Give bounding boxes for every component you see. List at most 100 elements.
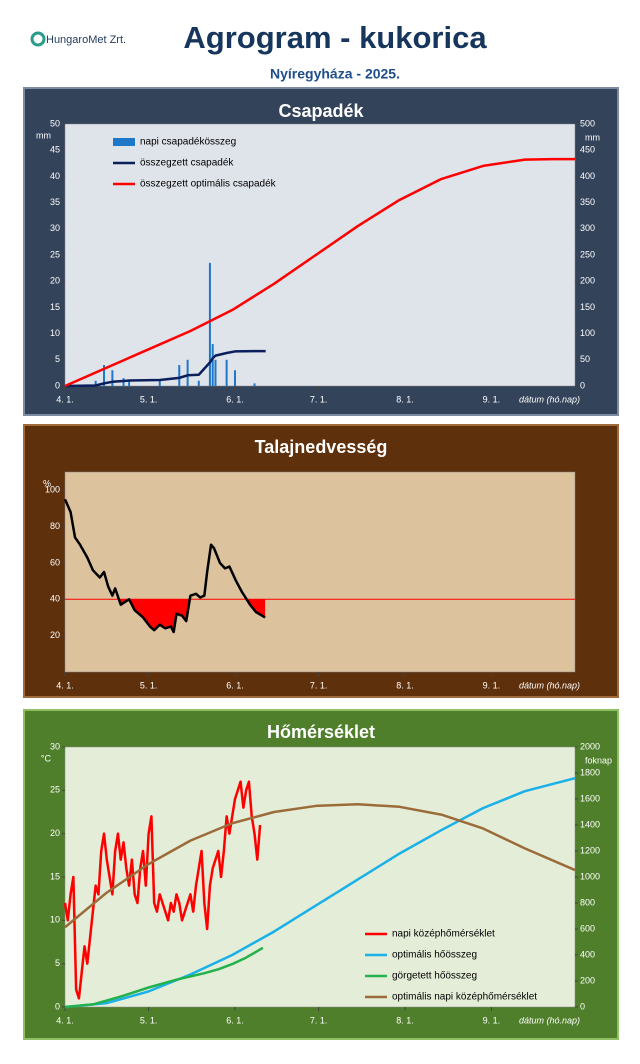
y-unit: mm bbox=[36, 130, 51, 140]
y-tick-label: 15 bbox=[50, 302, 60, 312]
y2-tick-label: 250 bbox=[580, 249, 595, 259]
x-tick-label: 4. 1. bbox=[56, 680, 74, 690]
x-tick-label: 6. 1. bbox=[226, 1015, 244, 1025]
y2-tick-label: 1600 bbox=[580, 793, 600, 803]
y-tick-label: 40 bbox=[50, 171, 60, 181]
panel-title: Talajnedvesség bbox=[255, 437, 388, 457]
x-tick-label: 7. 1. bbox=[310, 680, 328, 690]
bar bbox=[178, 365, 181, 386]
y-tick-label: 35 bbox=[50, 197, 60, 207]
y2-tick-label: 800 bbox=[580, 897, 595, 907]
legend-label: összegzett csapadék bbox=[140, 158, 234, 169]
legend-label: napi csapadékösszeg bbox=[140, 137, 236, 148]
legend-label: összegzett optimális csapadék bbox=[140, 179, 277, 190]
bar bbox=[211, 344, 214, 386]
y2-tick-label: 0 bbox=[580, 1001, 585, 1011]
x-axis-label: dátum (hó.nap) bbox=[519, 1015, 580, 1025]
bar bbox=[111, 370, 114, 386]
y2-tick-label: 1200 bbox=[580, 845, 600, 855]
y2-tick-label: 100 bbox=[580, 328, 595, 338]
y-tick-label: 100 bbox=[45, 485, 60, 495]
x-tick-label: 4. 1. bbox=[56, 1015, 74, 1025]
series-line bbox=[64, 157, 575, 388]
y2-tick-label: 400 bbox=[580, 171, 595, 181]
series-line bbox=[64, 349, 266, 388]
bar bbox=[186, 359, 189, 386]
logo-text: HungaroMet Zrt. bbox=[46, 34, 126, 46]
y2-tick-label: 300 bbox=[580, 223, 595, 233]
deficit-area bbox=[65, 599, 266, 632]
x-tick-label: 6. 1. bbox=[226, 394, 244, 404]
y2-tick-label: 2000 bbox=[580, 741, 600, 751]
plot-area bbox=[64, 123, 576, 387]
bar bbox=[103, 365, 106, 386]
y-tick-label: 25 bbox=[50, 785, 60, 795]
y2-tick-label: 0 bbox=[580, 380, 585, 390]
y2-tick-label: 350 bbox=[580, 197, 595, 207]
page-subtitle: Nyíregyháza - 2025. bbox=[270, 66, 400, 82]
x-tick-label: 7. 1. bbox=[310, 394, 328, 404]
bar bbox=[208, 262, 211, 386]
y-tick-label: 40 bbox=[50, 594, 60, 604]
series-line bbox=[63, 780, 262, 1000]
series-line bbox=[63, 498, 266, 634]
panel-title: Csapadék bbox=[278, 101, 364, 121]
y2-tick-label: 500 bbox=[580, 118, 595, 128]
y2-tick-label: 200 bbox=[580, 975, 595, 985]
x-axis-label: dátum (hó.nap) bbox=[519, 680, 580, 690]
series-line bbox=[64, 946, 264, 1009]
y-tick-label: 0 bbox=[55, 380, 60, 390]
bar bbox=[214, 359, 217, 386]
y-tick-label: 0 bbox=[55, 1001, 60, 1011]
y2-tick-label: 50 bbox=[580, 354, 590, 364]
y2-tick-label: 150 bbox=[580, 302, 595, 312]
y-tick-label: 10 bbox=[50, 915, 60, 925]
y-tick-label: 60 bbox=[50, 557, 60, 567]
page-title: Agrogram - kukorica bbox=[183, 20, 487, 55]
y-tick-label: 25 bbox=[50, 249, 60, 259]
y-tick-label: 20 bbox=[50, 630, 60, 640]
panel-title: Hőmérséklet bbox=[267, 722, 375, 742]
x-tick-label: 7. 1. bbox=[310, 1015, 328, 1025]
y2-tick-label: 1800 bbox=[580, 767, 600, 777]
y-unit: % bbox=[43, 478, 51, 488]
y-tick-label: 15 bbox=[50, 871, 60, 881]
y2-tick-label: 400 bbox=[580, 949, 595, 959]
x-tick-label: 9. 1. bbox=[483, 1015, 501, 1025]
bar bbox=[94, 380, 97, 386]
bar bbox=[225, 359, 228, 386]
legend-swatch bbox=[113, 138, 135, 146]
y2-tick-label: 1400 bbox=[580, 819, 600, 829]
y-tick-label: 20 bbox=[50, 276, 60, 286]
bar bbox=[234, 370, 236, 386]
x-tick-label: 9. 1. bbox=[483, 680, 501, 690]
x-tick-label: 8. 1. bbox=[396, 680, 414, 690]
legend-label: optimális hőösszeg bbox=[392, 950, 477, 961]
y-tick-label: 5 bbox=[55, 958, 60, 968]
y-tick-label: 80 bbox=[50, 521, 60, 531]
logo: HungaroMet Zrt. bbox=[30, 31, 126, 47]
y2-tick-label: 200 bbox=[580, 276, 595, 286]
legend-label: optimális napi középhőmérséklet bbox=[392, 992, 537, 1003]
x-tick-label: 5. 1. bbox=[140, 1015, 158, 1025]
y-tick-label: 30 bbox=[50, 741, 60, 751]
x-tick-label: 9. 1. bbox=[483, 394, 501, 404]
y2-unit: mm bbox=[585, 132, 600, 142]
x-tick-label: 5. 1. bbox=[140, 680, 158, 690]
y-unit: °C bbox=[41, 753, 52, 763]
plot-area bbox=[64, 471, 576, 673]
logo-icon bbox=[30, 31, 46, 47]
x-tick-label: 8. 1. bbox=[396, 1015, 414, 1025]
y2-tick-label: 450 bbox=[580, 145, 595, 155]
x-tick-label: 8. 1. bbox=[396, 394, 414, 404]
plot-area bbox=[64, 746, 576, 1008]
y-tick-label: 10 bbox=[50, 328, 60, 338]
y-tick-label: 5 bbox=[55, 354, 60, 364]
x-tick-label: 6. 1. bbox=[226, 680, 244, 690]
y-tick-label: 45 bbox=[50, 145, 60, 155]
bar bbox=[158, 380, 161, 386]
x-tick-label: 5. 1. bbox=[140, 394, 158, 404]
x-axis-label: dátum (hó.nap) bbox=[519, 394, 580, 404]
